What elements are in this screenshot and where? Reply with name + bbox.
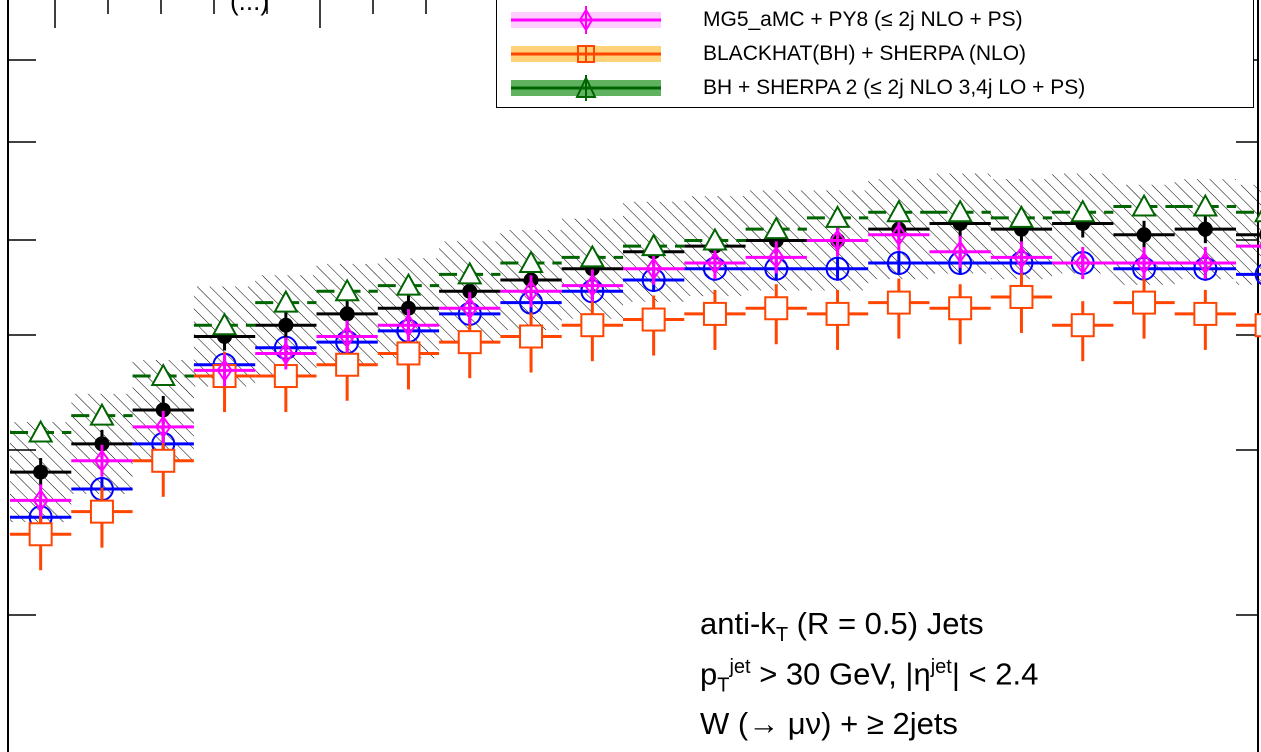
square-plus-marker-icon (511, 45, 661, 63)
data-point (886, 290, 911, 315)
data-point (27, 419, 54, 443)
data-point (1008, 204, 1035, 228)
data-point (951, 240, 969, 264)
data-point (1136, 227, 1152, 243)
data-point (211, 312, 238, 336)
data-point (216, 358, 233, 383)
data-point (702, 227, 728, 251)
series-4 (10, 193, 1261, 443)
data-point (277, 341, 295, 366)
data-point (1013, 245, 1030, 270)
axis-ticks (8, 0, 1258, 616)
data-point (33, 464, 49, 480)
diamond-marker-icon (511, 6, 661, 34)
data-point (580, 313, 605, 338)
top-partial-label: (...) (230, 0, 269, 16)
legend-label: MG5_aMC + PY8 (≤ 2j NLO + PS) (703, 8, 1023, 31)
data-point (825, 301, 850, 326)
data-point (1074, 251, 1091, 275)
legend-entry-blackhat: BLACKHAT(BH) + SHERPA (NLO) (497, 37, 1253, 71)
data-point (150, 362, 176, 387)
legend-label: BH + SHERPA 2 (≤ 2j NLO 3,4j LO + PS) (703, 76, 1086, 99)
legend: MG5_aMC + PY8 (≤ 2j NLO + PS) BLACKHAT(B… (496, 0, 1254, 108)
data-point (1254, 313, 1261, 338)
data-point (947, 199, 973, 223)
data-point (151, 448, 176, 473)
data-point (763, 216, 789, 240)
data-point (886, 199, 912, 223)
data-point (89, 402, 115, 426)
data-point (339, 306, 355, 322)
data-point (1193, 301, 1218, 326)
annotation-jet-cuts: pTjet > 30 GeV, |ηjet| < 2.4 (700, 656, 1039, 697)
data-point (522, 279, 540, 304)
data-point (1132, 290, 1157, 315)
data-point (824, 204, 851, 228)
data-point (764, 296, 789, 321)
data-point (334, 278, 360, 302)
data-point (461, 296, 478, 320)
data-point (395, 272, 422, 296)
data-point (1253, 209, 1261, 223)
legend-entry-bh-sherpa2: BH + SHERPA 2 (≤ 2j NLO 3,4j LO + PS) (497, 71, 1253, 105)
data-point (338, 324, 356, 349)
data-point (1070, 313, 1095, 338)
uncertainty-band (10, 173, 1261, 523)
data-point (1197, 221, 1213, 237)
data-point (1197, 251, 1214, 275)
data-point (278, 317, 294, 333)
data-point (1009, 284, 1034, 309)
triangle-marker-icon (511, 75, 661, 101)
data-point (93, 449, 111, 473)
series-2 (10, 218, 1261, 517)
data-point (768, 245, 785, 270)
plot-frame (7, 0, 1259, 752)
series-3 (10, 272, 1261, 571)
data-point (335, 352, 360, 377)
data-point (457, 330, 482, 355)
data-point (28, 522, 53, 547)
data-point (1131, 193, 1157, 217)
data-point (645, 256, 662, 281)
data-point (1254, 263, 1261, 285)
data-point (948, 296, 973, 321)
data-point (518, 249, 544, 274)
data-point (155, 415, 172, 439)
data-point (702, 301, 727, 326)
data-point (829, 228, 846, 253)
data-point (89, 499, 114, 524)
data-point (890, 223, 908, 247)
legend-entry-mg5: MG5_aMC + PY8 (≤ 2j NLO + PS) (497, 3, 1253, 37)
data-point (706, 251, 724, 275)
data-point (825, 256, 850, 281)
data-point (584, 273, 601, 298)
data-point (1070, 199, 1096, 223)
series-layer (10, 193, 1261, 571)
legend-label: BLACKHAT(BH) + SHERPA (NLO) (703, 42, 1027, 65)
data-point (1192, 193, 1219, 217)
data-point (519, 324, 544, 349)
data-point (640, 233, 667, 257)
annotation-process: W (→ μν) + ≥ 2jets (700, 706, 958, 741)
data-point (457, 261, 483, 285)
data-point (1135, 251, 1153, 275)
data-point (396, 341, 421, 366)
data-point (400, 313, 417, 337)
data-point (641, 307, 666, 332)
data-point (579, 244, 606, 268)
data-point (32, 488, 49, 513)
data-point (273, 289, 299, 313)
data-point (886, 251, 911, 276)
annotation-jet-algorithm: anti-kT (R = 0.5) Jets (700, 606, 984, 647)
